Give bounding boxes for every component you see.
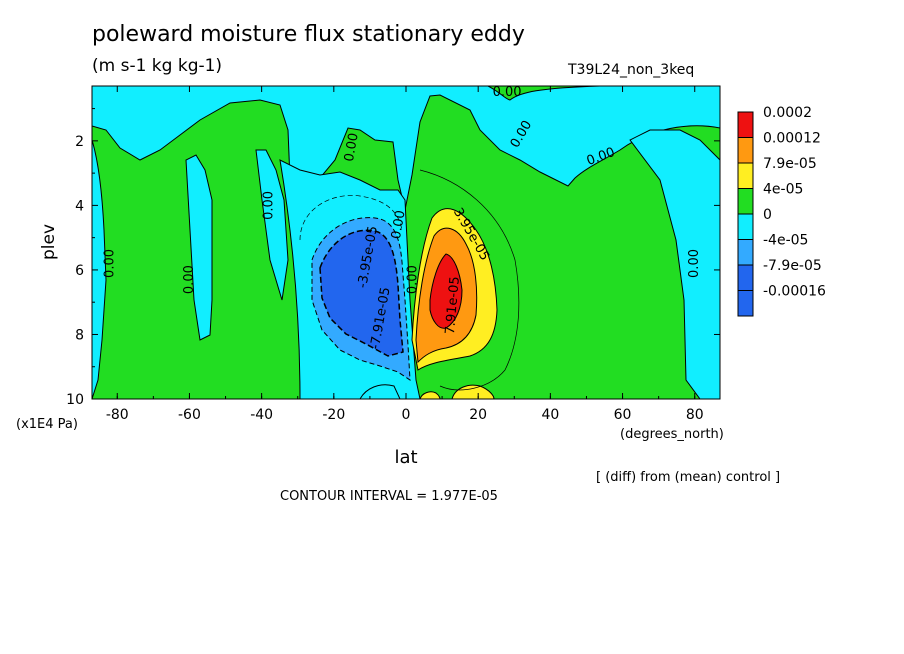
contour-label: 0.00 [342, 132, 362, 163]
contour-label: 0.00 [493, 85, 522, 100]
legend-swatch [737, 264, 754, 291]
contour-label: 7.91e-05 [443, 276, 463, 335]
contour-label: 0.00 [406, 265, 421, 294]
surface-yellow-patch [451, 384, 495, 399]
y-tick-label: 2 [75, 134, 84, 150]
legend-swatch [737, 239, 754, 266]
contour-label: 0.00 [182, 265, 197, 294]
x-tick-label: 0 [402, 407, 411, 423]
x-tick-label: 60 [614, 407, 632, 423]
y-tick-label: 4 [75, 198, 84, 214]
contour-label: 0.00 [687, 249, 702, 278]
color-legend: 0.0002 0.00012 7.9e-05 4e-05 0 -4e-05 -7.9e-05… [737, 105, 826, 317]
surface-cyan-patch [359, 384, 401, 399]
legend-swatch [737, 213, 754, 240]
legend-label: 4e-05 [763, 182, 803, 198]
legend-swatch [737, 188, 754, 215]
x-tick-label: 40 [541, 407, 559, 423]
contour-fill [92, 86, 720, 399]
contour-label: 0.00 [389, 209, 409, 240]
legend-swatch [737, 290, 754, 317]
x-tick-label: -20 [322, 407, 345, 423]
negative-dashed-outline [299, 195, 403, 241]
positive-outline [419, 169, 520, 391]
legend-swatch [737, 162, 754, 189]
x-tick-label: 20 [469, 407, 487, 423]
negative-region-strip-a [185, 154, 213, 341]
x-axis-unit: (degrees_north) [620, 427, 724, 442]
contour-interval-label: CONTOUR INTERVAL = 1.977E-05 [280, 489, 498, 504]
legend-label: 0 [763, 207, 772, 223]
x-axis: -80 -60 -40 -20 0 20 40 60 80 [106, 86, 704, 423]
diff-note: [ (diff) from (mean) control ] [596, 470, 781, 485]
legend-label: -0.00016 [763, 284, 826, 300]
negative-region-right [629, 129, 720, 399]
x-tick-label: -60 [178, 407, 201, 423]
contour-label: 0.00 [103, 249, 118, 278]
legend-swatch [737, 111, 754, 138]
y-axis: 2 4 6 8 10 [66, 108, 720, 408]
y-axis-unit: (x1E4 Pa) [16, 417, 78, 432]
negative-core-inner [319, 229, 404, 357]
legend-label: -7.9e-05 [763, 258, 822, 274]
positive-lobe-red [429, 253, 463, 329]
legend-label: 0.00012 [763, 131, 821, 147]
legend-label: 0.0002 [763, 105, 812, 121]
legend-swatch [737, 137, 754, 164]
negative-region-strip-b [255, 149, 289, 301]
chart-units: (m s-1 kg kg-1) [92, 56, 223, 76]
x-tick-label: -80 [106, 407, 129, 423]
legend-label: 7.9e-05 [763, 156, 817, 172]
y-tick-label: 10 [66, 392, 84, 408]
chart-title: poleward moisture flux stationary eddy [92, 22, 525, 47]
contour-label: 0.00 [261, 191, 276, 220]
y-tick-label: 6 [75, 263, 84, 279]
x-tick-label: 80 [686, 407, 704, 423]
experiment-label: T39L24_non_3keq [568, 62, 695, 78]
y-axis-label: plev [39, 224, 59, 260]
legend-label: -4e-05 [763, 233, 808, 249]
x-tick-label: -40 [250, 407, 273, 423]
x-axis-label: lat [394, 447, 417, 468]
y-tick-label: 8 [75, 327, 84, 343]
